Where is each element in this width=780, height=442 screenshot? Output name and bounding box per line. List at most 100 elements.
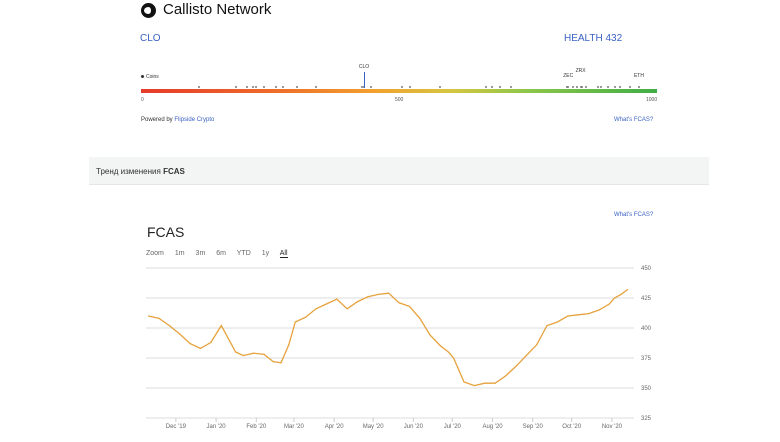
coin-marker[interactable] bbox=[369, 86, 372, 88]
fcas-data-point[interactable] bbox=[620, 293, 622, 295]
coin-marker[interactable] bbox=[360, 86, 363, 88]
fcas-data-point[interactable] bbox=[452, 357, 455, 359]
fcas-data-point[interactable] bbox=[525, 355, 527, 357]
coin-marker[interactable] bbox=[409, 86, 412, 88]
fcas-data-point[interactable] bbox=[280, 362, 282, 364]
fcas-data-point[interactable] bbox=[288, 344, 290, 346]
fcas-data-point[interactable] bbox=[484, 382, 486, 384]
zoom-6m-button[interactable]: 6m bbox=[216, 250, 226, 257]
whats-fcas-link[interactable]: What's FCAS? bbox=[614, 117, 654, 123]
fcas-data-point[interactable] bbox=[515, 365, 517, 367]
coin-marker[interactable] bbox=[282, 86, 285, 88]
fcas-data-point[interactable] bbox=[398, 302, 400, 304]
fcas-data-point[interactable] bbox=[325, 303, 328, 305]
coin-marker[interactable] bbox=[197, 86, 200, 88]
fcas-data-point[interactable] bbox=[199, 347, 202, 349]
fcas-data-point[interactable] bbox=[253, 352, 255, 354]
coin-marker[interactable] bbox=[439, 86, 442, 88]
powered-by: Powered by Flipside Crypto bbox=[141, 117, 214, 123]
coin-marker[interactable] bbox=[490, 86, 493, 88]
fcas-data-point[interactable] bbox=[494, 382, 496, 384]
fcas-data-point[interactable] bbox=[272, 361, 274, 363]
fcas-data-point[interactable] bbox=[189, 343, 191, 345]
coin-marker[interactable] bbox=[613, 86, 616, 88]
fcas-data-point[interactable] bbox=[234, 351, 237, 353]
fcas-data-point[interactable] bbox=[263, 353, 265, 355]
coin-marker-zec[interactable] bbox=[567, 86, 570, 88]
coin-marker[interactable] bbox=[400, 86, 403, 88]
coin-marker[interactable] bbox=[629, 86, 632, 88]
fcas-data-point[interactable] bbox=[567, 315, 569, 317]
fcas-data-point[interactable] bbox=[447, 351, 450, 353]
fcas-data-point[interactable] bbox=[546, 325, 548, 327]
fcas-data-point[interactable] bbox=[242, 355, 244, 357]
zoom-ytd-button[interactable]: YTD bbox=[236, 250, 251, 257]
coin-marker[interactable] bbox=[252, 86, 255, 88]
coin-marker[interactable] bbox=[584, 86, 587, 88]
fcas-data-point[interactable] bbox=[377, 293, 379, 295]
coin-marker[interactable] bbox=[618, 86, 621, 88]
zoom-1m-button[interactable]: 1m bbox=[174, 250, 185, 257]
fcas-data-point[interactable] bbox=[626, 289, 629, 291]
coin-label-zec[interactable]: ZEC bbox=[563, 73, 574, 79]
fcas-data-point[interactable] bbox=[147, 315, 150, 317]
coin-marker[interactable] bbox=[275, 86, 278, 88]
fcas-data-point[interactable] bbox=[346, 308, 348, 310]
coin-marker[interactable] bbox=[296, 86, 299, 88]
fcas-data-point[interactable] bbox=[220, 325, 222, 327]
coin-marker[interactable] bbox=[600, 86, 603, 88]
zoom-3m-button[interactable]: 3m bbox=[195, 250, 206, 257]
fcas-data-point[interactable] bbox=[305, 316, 307, 318]
coin-marker[interactable] bbox=[606, 86, 609, 88]
fcas-data-point[interactable] bbox=[504, 375, 507, 377]
fcas-data-point[interactable] bbox=[429, 334, 431, 336]
coin-marker[interactable] bbox=[254, 86, 257, 88]
fcas-data-point[interactable] bbox=[356, 301, 359, 303]
coin-marker[interactable] bbox=[510, 86, 513, 88]
fcas-data-point[interactable] bbox=[556, 321, 559, 323]
coin-marker[interactable] bbox=[315, 86, 318, 88]
fcas-data-point[interactable] bbox=[336, 298, 338, 300]
coin-marker[interactable] bbox=[235, 86, 238, 88]
coin-marker[interactable] bbox=[581, 86, 584, 88]
fcas-data-point[interactable] bbox=[440, 345, 442, 347]
coin-marker[interactable] bbox=[262, 86, 265, 88]
coin-marker[interactable] bbox=[245, 86, 248, 88]
coin-marker[interactable] bbox=[576, 86, 579, 88]
fcas-data-point[interactable] bbox=[608, 303, 610, 305]
coin-label-eth[interactable]: ETH bbox=[633, 73, 644, 79]
fcas-data-point[interactable] bbox=[367, 296, 369, 298]
zoom-all-button[interactable]: All bbox=[279, 250, 288, 258]
coin-marker-eth[interactable] bbox=[637, 86, 640, 88]
x-tick-label: Dec '19 bbox=[166, 424, 187, 430]
fcas-data-point[interactable] bbox=[210, 341, 212, 343]
fcas-data-point[interactable] bbox=[473, 385, 475, 387]
coin-marker[interactable] bbox=[565, 86, 568, 88]
coin-marker[interactable] bbox=[596, 86, 599, 88]
fcas-data-point[interactable] bbox=[388, 292, 390, 294]
fcas-data-point[interactable] bbox=[315, 308, 317, 310]
fcas-data-point[interactable] bbox=[227, 337, 229, 339]
coin-marker[interactable] bbox=[484, 86, 487, 88]
fcas-data-point[interactable] bbox=[179, 333, 181, 335]
coin-marker[interactable] bbox=[572, 86, 575, 88]
flipside-link[interactable]: Flipside Crypto bbox=[174, 117, 215, 123]
fcas-data-point[interactable] bbox=[598, 309, 600, 311]
fcas-data-point[interactable] bbox=[587, 313, 590, 315]
fcas-data-point[interactable] bbox=[408, 305, 411, 307]
fcas-data-point[interactable] bbox=[168, 325, 170, 327]
coin-label-zrx[interactable]: ZRX bbox=[575, 68, 586, 74]
fcas-data-point[interactable] bbox=[536, 344, 538, 346]
fcas-data-point[interactable] bbox=[294, 321, 296, 323]
coin-label-clo[interactable]: CLO bbox=[358, 64, 370, 70]
fcas-data-point[interactable] bbox=[463, 381, 465, 383]
fcas-data-point[interactable] bbox=[419, 317, 421, 319]
fcas-data-point[interactable] bbox=[158, 317, 160, 319]
fcas-series-line[interactable] bbox=[148, 289, 628, 387]
fcas-data-point[interactable] bbox=[613, 297, 616, 299]
fcas-data-point[interactable] bbox=[577, 314, 579, 316]
whats-fcas-chart-link[interactable]: What's FCAS? bbox=[614, 212, 654, 218]
coin-marker[interactable] bbox=[498, 86, 501, 88]
zoom-1y-button[interactable]: 1y bbox=[261, 250, 270, 257]
coin-marker-zrx[interactable] bbox=[579, 86, 582, 88]
